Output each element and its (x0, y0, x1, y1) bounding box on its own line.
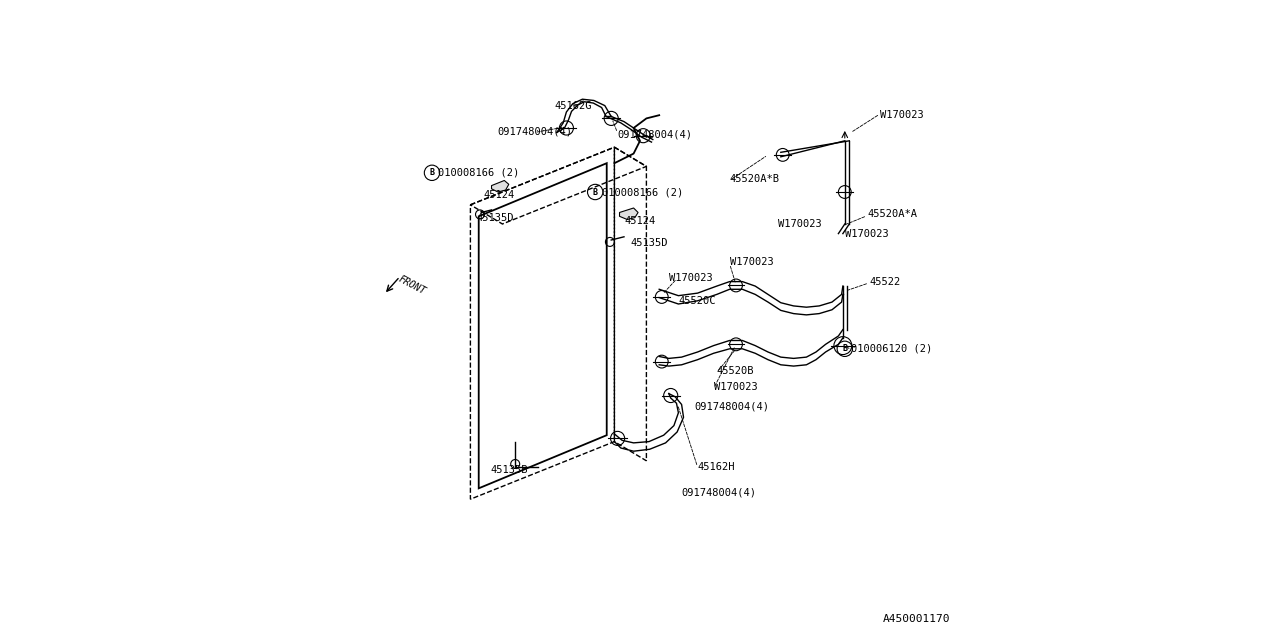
Text: 45162G: 45162G (554, 100, 591, 111)
Text: B: B (842, 344, 847, 353)
Text: 091748004(4): 091748004(4) (497, 126, 572, 136)
Text: B: B (593, 188, 598, 196)
Text: 45135B: 45135B (490, 465, 527, 476)
Text: 091748004(4): 091748004(4) (618, 129, 692, 140)
Polygon shape (492, 180, 508, 192)
Text: W170023: W170023 (881, 110, 924, 120)
Text: 45520C: 45520C (678, 296, 716, 306)
Text: 010008166 (2): 010008166 (2) (602, 187, 682, 197)
Text: W170023: W170023 (730, 257, 773, 268)
Text: 45124: 45124 (484, 190, 515, 200)
Text: W170023: W170023 (845, 228, 888, 239)
Text: 45135D: 45135D (630, 238, 668, 248)
Text: 010008166 (2): 010008166 (2) (438, 168, 520, 178)
Polygon shape (620, 208, 637, 220)
Text: 45162H: 45162H (698, 462, 735, 472)
Text: 45520A*B: 45520A*B (730, 174, 780, 184)
Text: A450001170: A450001170 (883, 614, 950, 624)
Text: B: B (430, 168, 434, 177)
Text: 45520B: 45520B (717, 366, 754, 376)
Text: W170023: W170023 (668, 273, 713, 284)
Text: 45135D: 45135D (477, 212, 515, 223)
Text: 45124: 45124 (625, 216, 655, 226)
Text: 091748004(4): 091748004(4) (681, 488, 756, 498)
Text: 45522: 45522 (869, 276, 900, 287)
Text: FRONT: FRONT (397, 273, 428, 296)
Text: W170023: W170023 (777, 219, 822, 229)
Text: 091748004(4): 091748004(4) (694, 401, 769, 412)
Text: W170023: W170023 (714, 382, 758, 392)
Text: 010006120 (2): 010006120 (2) (851, 344, 932, 354)
Text: 45520A*A: 45520A*A (868, 209, 918, 220)
